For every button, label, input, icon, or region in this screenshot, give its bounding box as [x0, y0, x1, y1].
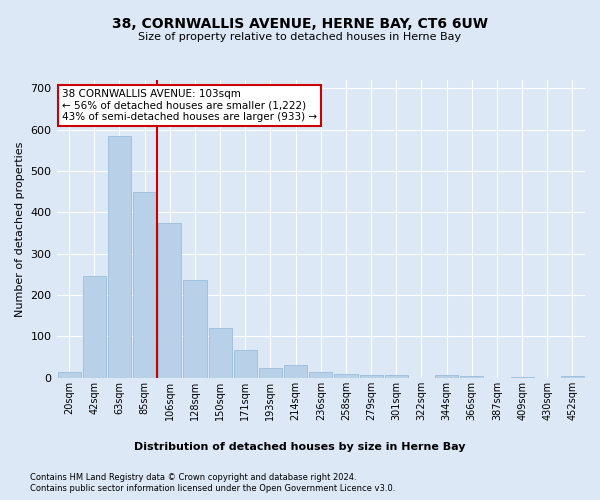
- Bar: [259, 368, 282, 378]
- Bar: [133, 192, 156, 378]
- Bar: [435, 375, 458, 378]
- Bar: [284, 364, 307, 378]
- Text: Distribution of detached houses by size in Herne Bay: Distribution of detached houses by size …: [134, 442, 466, 452]
- Bar: [561, 376, 584, 378]
- Bar: [58, 372, 80, 378]
- Text: 38, CORNWALLIS AVENUE, HERNE BAY, CT6 6UW: 38, CORNWALLIS AVENUE, HERNE BAY, CT6 6U…: [112, 18, 488, 32]
- Bar: [184, 280, 206, 378]
- Bar: [359, 375, 383, 378]
- Bar: [334, 374, 358, 378]
- Bar: [309, 372, 332, 378]
- Text: Contains public sector information licensed under the Open Government Licence v3: Contains public sector information licen…: [30, 484, 395, 493]
- Bar: [511, 376, 533, 378]
- Bar: [108, 136, 131, 378]
- Text: Size of property relative to detached houses in Herne Bay: Size of property relative to detached ho…: [139, 32, 461, 42]
- Bar: [83, 276, 106, 378]
- Text: 38 CORNWALLIS AVENUE: 103sqm
← 56% of detached houses are smaller (1,222)
43% of: 38 CORNWALLIS AVENUE: 103sqm ← 56% of de…: [62, 89, 317, 122]
- Bar: [385, 375, 408, 378]
- Bar: [209, 328, 232, 378]
- Bar: [234, 350, 257, 378]
- Y-axis label: Number of detached properties: Number of detached properties: [15, 141, 25, 316]
- Bar: [158, 222, 181, 378]
- Text: Contains HM Land Registry data © Crown copyright and database right 2024.: Contains HM Land Registry data © Crown c…: [30, 472, 356, 482]
- Bar: [460, 376, 484, 378]
